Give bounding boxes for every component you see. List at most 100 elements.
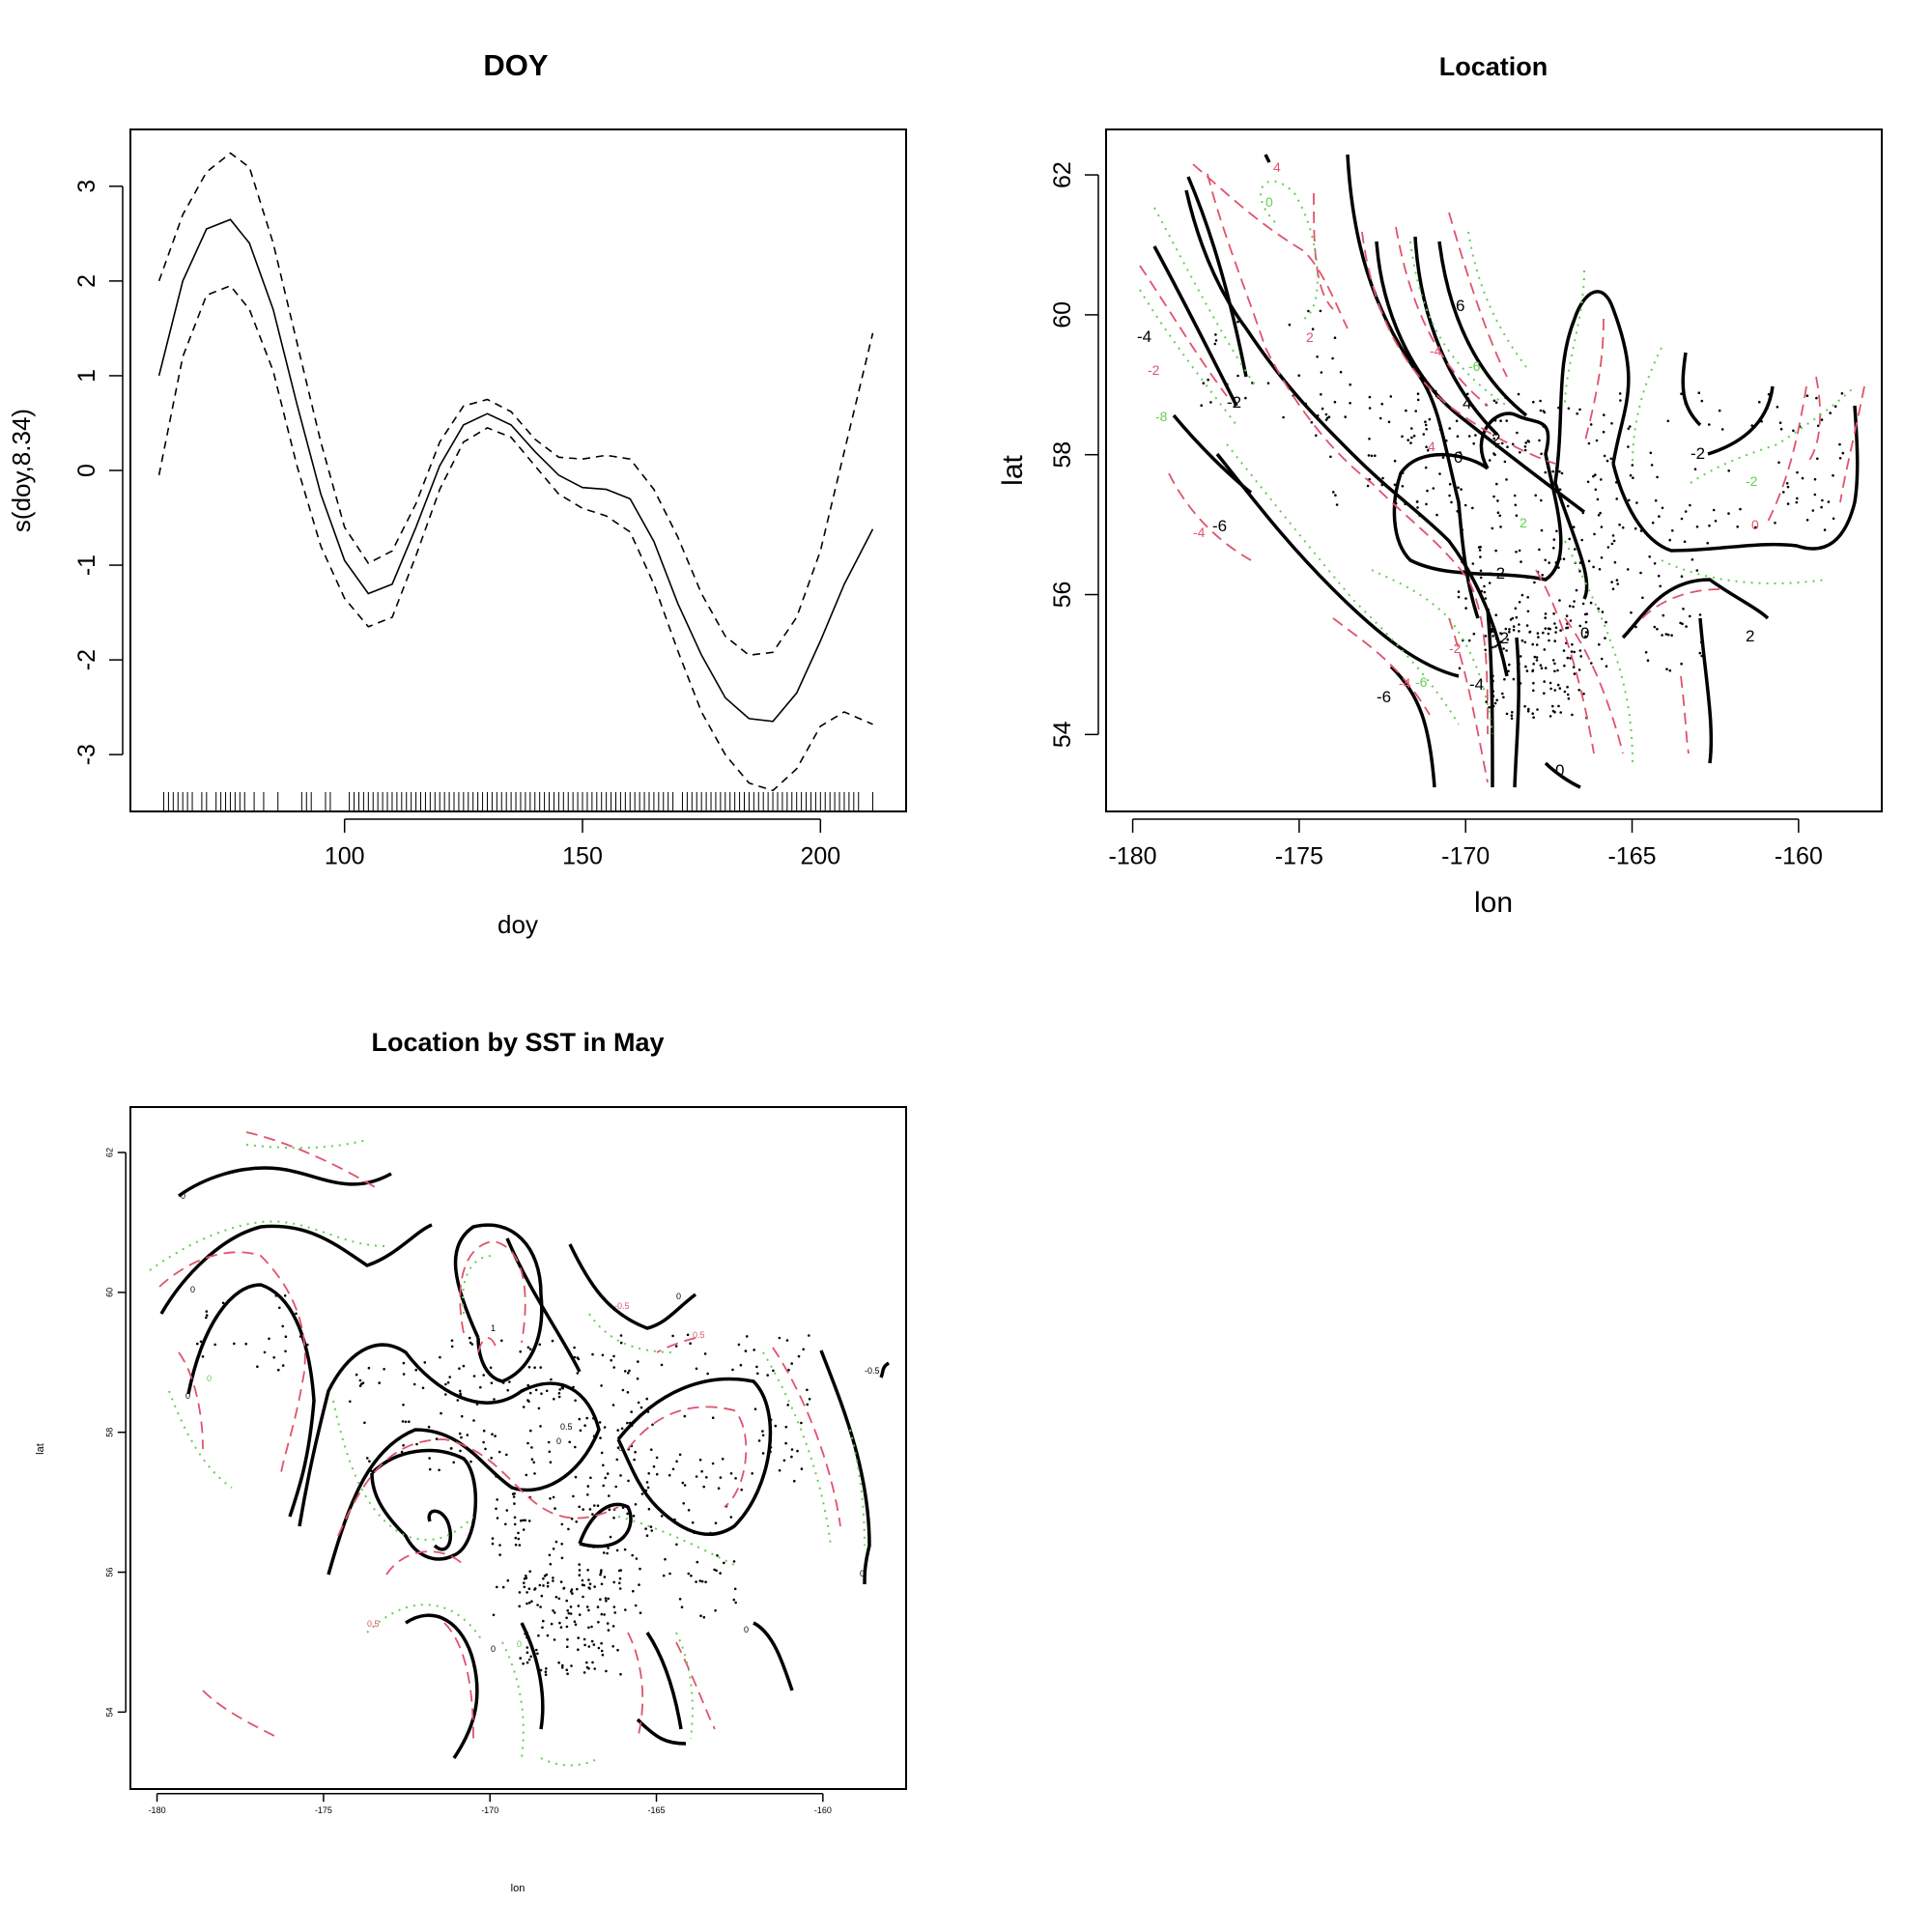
sst-station-point [505,1453,508,1457]
sst-station-point [600,1569,603,1572]
sst-station-point [205,1316,208,1320]
sst-station-point [500,1339,503,1343]
sst-station-point [683,1414,687,1418]
location-station-point [1524,441,1527,444]
location-station-point [1646,659,1650,662]
sst-station-point [459,1449,462,1453]
sst-station-point [645,1534,649,1537]
doy-smooth-line [157,218,874,723]
sst-station-point [221,1301,225,1305]
svg-text:1: 1 [491,1323,496,1333]
sst-station-point [554,1595,558,1599]
location-station-point [1496,499,1499,502]
sst-station-point [613,1611,616,1614]
sst-station-point [664,1557,667,1561]
sst-station-point [627,1479,630,1483]
location-station-point [1324,418,1328,421]
sst-station-point [557,1392,561,1395]
location-station-point [1492,495,1495,498]
sst-station-point [578,1569,582,1572]
sst-station-point [601,1353,605,1357]
sst-station-point [739,1363,743,1367]
sst-station-point [700,1579,704,1583]
location-station-point [1558,599,1561,602]
location-station-point [1425,502,1428,506]
sst-station-point [491,1433,494,1435]
location-x-tick-label: -165 [1608,843,1657,870]
sst-station-point [596,1504,600,1507]
location-station-point [1613,560,1617,564]
location-station-point [1401,485,1405,488]
sst-station-point [611,1645,614,1648]
sst-station-point [687,1572,691,1576]
sst-station-point [627,1372,630,1375]
sst-station-point [548,1450,552,1454]
sst-station-point [428,1467,432,1471]
location-station-point [1680,392,1683,396]
location-station-point [1514,503,1518,507]
location-station-point [1534,494,1537,497]
location-station-point [1658,515,1661,518]
location-station-point [1416,506,1419,509]
sst-station-point [605,1599,608,1603]
sst-station-point [545,1389,549,1393]
sst-panel: Location by SST in May -180 -175 -170 -165-… [35,1028,907,1894]
location-station-point [1603,413,1605,416]
sst-station-point [604,1476,607,1480]
sst-station-point [558,1621,561,1625]
sst-station-point [412,1382,416,1386]
location-station-point [1785,482,1789,485]
sst-station-point [637,1360,639,1363]
sst-station-point [528,1570,531,1573]
location-station-point [1562,649,1566,652]
sst-station-point [675,1460,678,1463]
location-station-point [1574,548,1577,551]
sst-station-point [589,1476,592,1480]
sst-station-point [585,1416,588,1420]
sst-station-point [561,1663,564,1667]
sst-station-point [588,1508,592,1511]
location-station-point [1559,711,1562,714]
sst-station-point [575,1520,578,1523]
sst-station-point [553,1638,556,1641]
location-station-point [1514,607,1518,611]
sst-station-point [596,1605,600,1608]
location-station-point [1349,402,1351,405]
sst-station-point [567,1527,570,1531]
sst-station-point [586,1569,589,1572]
sst-station-point [281,1324,285,1328]
location-station-point [1695,569,1699,572]
sst-station-point [537,1406,541,1410]
svg-text:-4: -4 [1469,675,1484,694]
sst-station-point [600,1641,603,1645]
location-station-point [1368,395,1372,399]
sst-station-point [549,1562,553,1566]
sst-station-point [751,1472,753,1475]
sst-station-point [513,1502,516,1505]
location-station-point [1587,441,1591,445]
location-station-point [1518,623,1520,626]
sst-station-point [526,1383,529,1387]
sst-station-point [590,1625,593,1629]
doy-ci-dashed-line [157,284,873,792]
location-station-point [1548,639,1550,642]
sst-station-point [462,1364,466,1368]
location-station-point [1319,309,1322,313]
sst-station-point [546,1634,550,1637]
location-station-point [1484,597,1488,600]
location-station-point [1610,581,1613,583]
location-station-point [1610,422,1613,425]
sst-station-point [621,1388,625,1392]
sst-station-point [806,1403,810,1406]
sst-station-point [489,1366,493,1370]
sst-station-point [729,1472,733,1475]
location-station-point [1334,494,1337,497]
location-station-point [1553,710,1556,714]
sst-station-point [495,1507,497,1511]
sst-station-point [691,1520,695,1524]
location-contours-dotted [1139,180,1856,764]
location-station-point [1526,710,1530,713]
sst-station-point [645,1397,648,1401]
sst-station-point [444,1382,447,1386]
location-station-point [1576,412,1578,415]
